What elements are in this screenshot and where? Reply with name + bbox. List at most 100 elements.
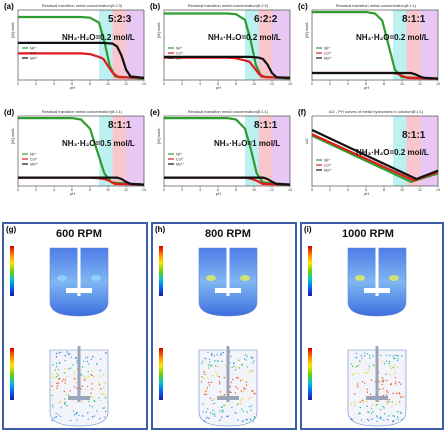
velocity-vector [392,414,394,417]
velocity-vector [383,379,385,381]
velocity-vector [252,420,254,423]
velocity-vector [367,411,369,413]
ph-band [406,116,420,186]
velocity-vector [207,381,210,384]
velocity-vector [249,396,251,399]
velocity-vector [357,364,359,367]
velocity-vector [222,410,224,412]
velocity-vector [216,373,218,376]
velocity-vector [208,417,210,419]
color-scale-bar [159,246,163,296]
velocity-vector [240,397,242,399]
velocity-vector [220,354,222,356]
velocity-vector [381,383,383,386]
velocity-vector [73,371,75,373]
velocity-vector [395,403,397,406]
velocity-vector [381,360,383,363]
velocity-vector [58,378,60,380]
velocity-vector [388,360,391,363]
velocity-vector [56,376,58,378]
velocity-vector [386,380,388,382]
velocity-vector [355,366,357,368]
impeller-blade [66,288,92,293]
velocity-vector [56,366,58,368]
velocity-vector [208,384,211,386]
ph-band [126,10,144,80]
legend-label: Ni²⁺ [176,152,183,156]
impeller-blade [68,396,90,400]
velocity-vector [220,406,223,408]
velocity-vector [252,362,254,364]
velocity-vector [52,364,54,366]
velocity-vector [376,403,378,406]
ratio-label: 8:1:1 [254,120,278,131]
velocity-vector [56,372,58,375]
velocity-vector [76,419,78,421]
velocity-vector [104,397,107,399]
velocity-vector [366,418,369,420]
velocity-vector [366,391,369,393]
legend-label: Mn²⁺ [324,56,332,60]
velocity-vector [246,418,248,421]
y-axis-label: ΔG [304,138,309,144]
velocity-vector [69,353,71,355]
x-tick-label: 0 [311,188,313,192]
velocity-vector [229,385,231,388]
velocity-vector [219,391,222,393]
velocity-vector [400,412,402,414]
vortex-zone [355,275,365,281]
velocity-vector [241,378,244,381]
velocity-vector [381,380,383,382]
velocity-vector [246,355,248,358]
legend-label: Ni²⁺ [324,158,331,162]
x-tick-label: 4 [347,188,349,192]
velocity-vector [206,387,208,389]
velocity-vector [64,354,66,357]
velocity-vector [83,379,86,381]
x-tick-label: 4 [199,82,201,86]
velocity-vector [51,404,54,406]
velocity-vector [84,389,86,391]
x-tick-label: 8 [89,82,91,86]
chart-svg: 0 2 4 6 8 10 12 14 Ni²⁺Co²⁺Mn²⁺ [163,115,292,192]
velocity-vector [205,390,207,392]
impeller-shaft [375,346,379,402]
x-tick-label: 6 [365,188,367,192]
velocity-vector [63,378,65,380]
panel-label: (e) [150,108,160,117]
condition-label: NH₃·H₂O=0.2 mol/L [356,33,429,42]
velocity-vector [205,393,207,396]
velocity-vector [391,405,393,407]
velocity-vector [250,356,252,358]
velocity-vector [361,399,363,402]
velocity-vector [378,381,380,383]
velocity-vector [213,413,216,415]
series-line [164,176,291,186]
velocity-vector [207,408,209,410]
velocity-vector [366,388,368,390]
velocity-vector [388,401,390,403]
vessel-velocity-vectors [49,346,109,427]
velocity-vector [239,400,241,402]
velocity-vector [387,391,389,393]
velocity-vector [368,419,370,422]
velocity-vector [91,370,93,372]
series-line [311,129,439,181]
x-tick-label: 14 [288,188,292,192]
vessel-flow-contour [198,244,258,317]
velocity-vector [73,378,76,380]
velocity-vector [207,364,210,366]
velocity-vector [376,420,378,423]
velocity-vector [73,373,75,375]
velocity-vector [70,419,72,422]
velocity-vector [250,405,253,407]
velocity-vector [217,365,219,368]
velocity-vector [218,383,221,385]
velocity-vector [93,375,95,378]
velocity-vector [249,371,251,374]
velocity-vector [219,410,221,412]
velocity-vector [204,393,206,395]
ratio-label: 8:1:1 [402,130,426,141]
legend-label: Mn²⁺ [324,168,332,172]
velocity-vector [60,351,62,353]
